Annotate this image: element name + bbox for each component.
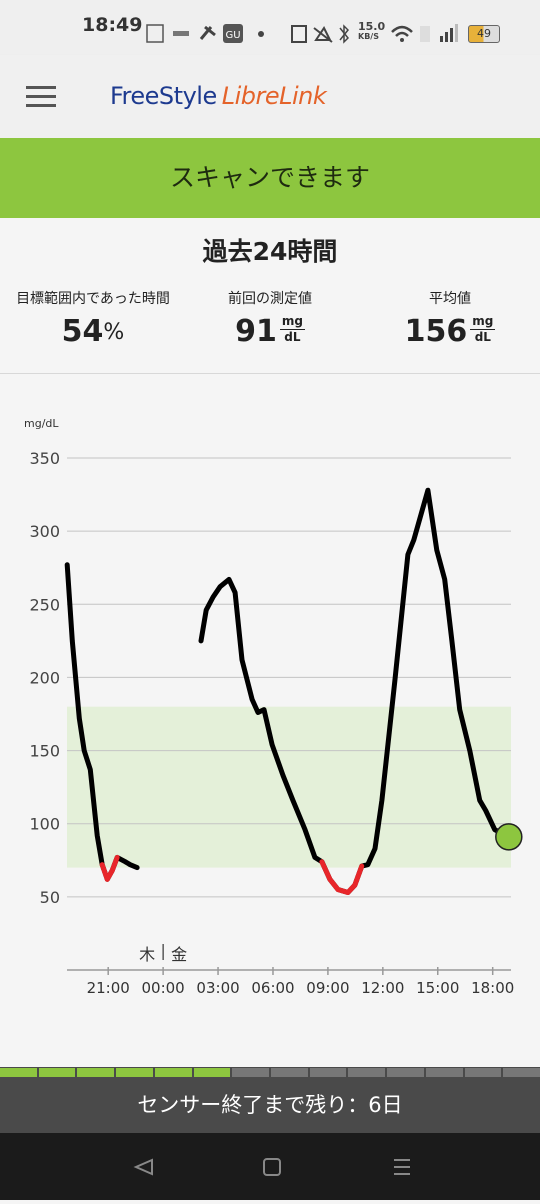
sensor-segment: [77, 1068, 115, 1077]
low-segment: [319, 859, 333, 882]
stat-number: 54: [61, 314, 104, 349]
brand: FreeStyle LibreLink: [110, 82, 327, 110]
low-segment: [109, 854, 120, 874]
menu-button[interactable]: [26, 86, 58, 108]
unit-bottom: dL: [474, 330, 491, 344]
brand-freestyle: FreeStyle: [110, 82, 217, 110]
stat-label: 目標範囲内であった時間: [16, 291, 170, 307]
net-speed: 15.0 KB/S: [358, 20, 386, 42]
back-button[interactable]: [133, 1158, 153, 1176]
unit-top: mg: [279, 314, 305, 330]
sensor-progress: [0, 1067, 540, 1078]
stat-number: 91: [235, 314, 277, 349]
unit-top: mg: [470, 314, 496, 330]
stat-unit: mg dL: [470, 314, 496, 344]
y-axis-label: mg/dL: [24, 417, 59, 430]
x-tick-label: 12:00: [361, 979, 404, 997]
stat-unit: %: [103, 320, 125, 345]
period-title: 過去24時間: [202, 237, 338, 266]
battery: 49: [468, 25, 500, 43]
y-tick-label: 50: [40, 888, 60, 907]
y-tick-label: 250: [29, 595, 60, 614]
stat-average: 平均値 156 mg dL: [360, 288, 540, 349]
sensor-segment: [348, 1068, 386, 1077]
sensor-segment: [271, 1068, 308, 1077]
sensor-segment: [38, 1068, 76, 1077]
svg-text:GU: GU: [225, 30, 240, 41]
sensor-remaining: センサー終了まで残り：6日: [0, 1078, 540, 1133]
day-label: 木: [139, 945, 155, 964]
sensor-segment: [464, 1068, 502, 1077]
recents-button[interactable]: [394, 1159, 410, 1175]
status-icons-right: [291, 24, 350, 44]
sensor-segment: [232, 1068, 270, 1077]
stat-value: 156 mg dL: [405, 314, 496, 349]
brand-librelink: LibreLink: [221, 82, 327, 110]
x-tick-label: 18:00: [471, 979, 514, 997]
stat-value: 91 mg dL: [235, 314, 305, 349]
x-tick-label: 06:00: [251, 979, 294, 997]
navigation-bar: [0, 1133, 540, 1200]
y-tick-label: 300: [29, 522, 60, 541]
sensor-segment: [193, 1068, 231, 1077]
status-bar: 18:49 GU 15.0 KB/S 49: [0, 0, 540, 55]
status-icons: GU: [146, 24, 264, 43]
stat-value: 54%: [62, 314, 125, 349]
clock: 18:49: [82, 14, 143, 36]
y-tick-label: 350: [29, 449, 60, 468]
scan-banner[interactable]: スキャンできます: [0, 138, 540, 218]
low-segment: [352, 863, 365, 888]
stat-label: 平均値: [429, 291, 471, 307]
home-button[interactable]: [263, 1158, 281, 1176]
sensor-segment: [387, 1068, 424, 1077]
day-label: 金: [171, 945, 187, 964]
x-tick-label: 21:00: [87, 979, 130, 997]
sensor-segment: [116, 1068, 153, 1077]
current-reading: [495, 823, 523, 851]
x-tick-label: 15:00: [416, 979, 459, 997]
divider: [0, 373, 540, 374]
nav-icons: [133, 1158, 410, 1176]
sensor-segment: [0, 1068, 37, 1077]
x-tick-label: 00:00: [142, 979, 185, 997]
x-tick-label: 03:00: [196, 979, 239, 997]
stat-label: 前回の測定値: [228, 291, 312, 307]
y-tick-label: 150: [29, 742, 60, 761]
sensor-segment: [425, 1068, 463, 1077]
glucose-chart: mg/dL 50 100 150 200 250 300 350 21:00 00:00 03:00…: [24, 417, 523, 997]
y-tick-label: 100: [29, 815, 60, 834]
sensor-segment: [503, 1068, 540, 1077]
x-tick-label: 09:00: [306, 979, 349, 997]
app-header: FreeStyle LibreLink: [0, 55, 540, 138]
net-speed-unit: KB/S: [358, 32, 379, 41]
stat-unit: mg dL: [279, 314, 305, 344]
y-tick-label: 200: [29, 668, 60, 687]
signal-icons: [391, 24, 458, 42]
stat-last: 前回の測定値 91 mg dL: [180, 288, 360, 349]
net-speed-value: 15.0: [358, 20, 386, 33]
sensor-segment: [309, 1068, 347, 1077]
sensor-segment: [154, 1068, 192, 1077]
unit-bottom: dL: [284, 330, 301, 344]
stat-in-range: 目標範囲内であった時間 54%: [3, 288, 183, 349]
stat-number: 156: [404, 314, 468, 349]
